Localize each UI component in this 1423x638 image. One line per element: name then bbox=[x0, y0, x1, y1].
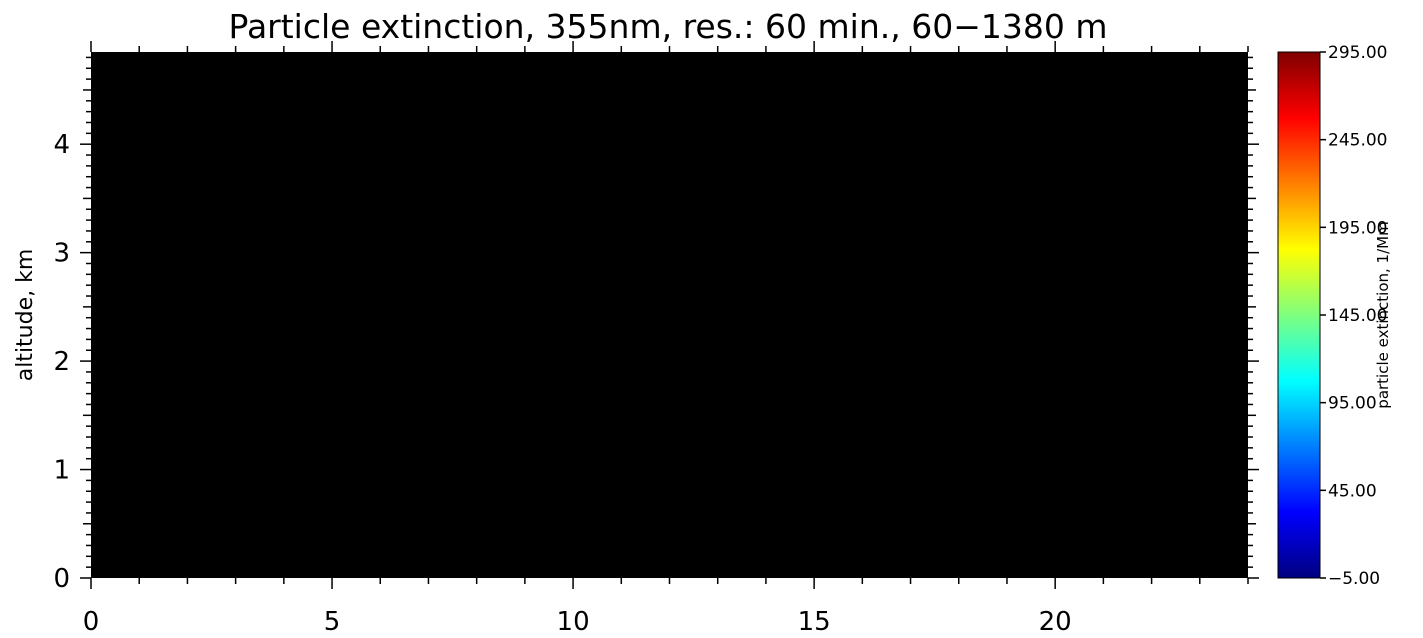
plot-area bbox=[91, 52, 1248, 578]
y-tick-label: 1 bbox=[53, 456, 70, 486]
colorbar-tick-label: 245.00 bbox=[1328, 131, 1387, 151]
chart-title: Particle extinction, 355nm, res.: 60 min… bbox=[229, 7, 1108, 46]
x-tick-label: 10 bbox=[557, 607, 590, 637]
colorbar-tick-label: 295.00 bbox=[1328, 43, 1387, 63]
x-tick-label: 5 bbox=[324, 607, 341, 637]
colorbar-ticks: −5.00 45.00 95.00 145.00 195.00 245.00 295.00 bbox=[1320, 43, 1387, 589]
x-tick-label: 20 bbox=[1039, 607, 1072, 637]
y-tick-label: 3 bbox=[53, 239, 70, 269]
colorbar-tick-label: 95.00 bbox=[1328, 394, 1377, 414]
x-tick-label: 0 bbox=[83, 607, 100, 637]
y-axis: 0 1 2 3 4 bbox=[53, 56, 1259, 594]
y-tick-label: 4 bbox=[53, 130, 70, 160]
y-tick-label: 2 bbox=[53, 347, 70, 377]
colorbar-tick-label: −5.00 bbox=[1328, 569, 1380, 589]
colorbar-tick-label: 145.00 bbox=[1328, 306, 1387, 326]
colorbar bbox=[1277, 51, 1321, 579]
y-tick-label: 0 bbox=[53, 564, 70, 594]
x-tick-label: 15 bbox=[798, 607, 831, 637]
x-axis: 0 5 10 15 20 bbox=[83, 41, 1249, 637]
colorbar-tick-label: 45.00 bbox=[1328, 481, 1377, 501]
colorbar-tick-label: 195.00 bbox=[1328, 218, 1387, 238]
y-axis-title: altitude, km bbox=[13, 249, 38, 382]
colorbar-title: particle extinction, 1/Mm bbox=[1374, 221, 1392, 408]
